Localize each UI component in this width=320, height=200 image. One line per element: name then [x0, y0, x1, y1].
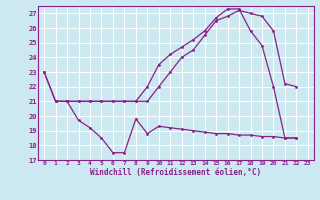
- X-axis label: Windchill (Refroidissement éolien,°C): Windchill (Refroidissement éolien,°C): [91, 168, 261, 177]
